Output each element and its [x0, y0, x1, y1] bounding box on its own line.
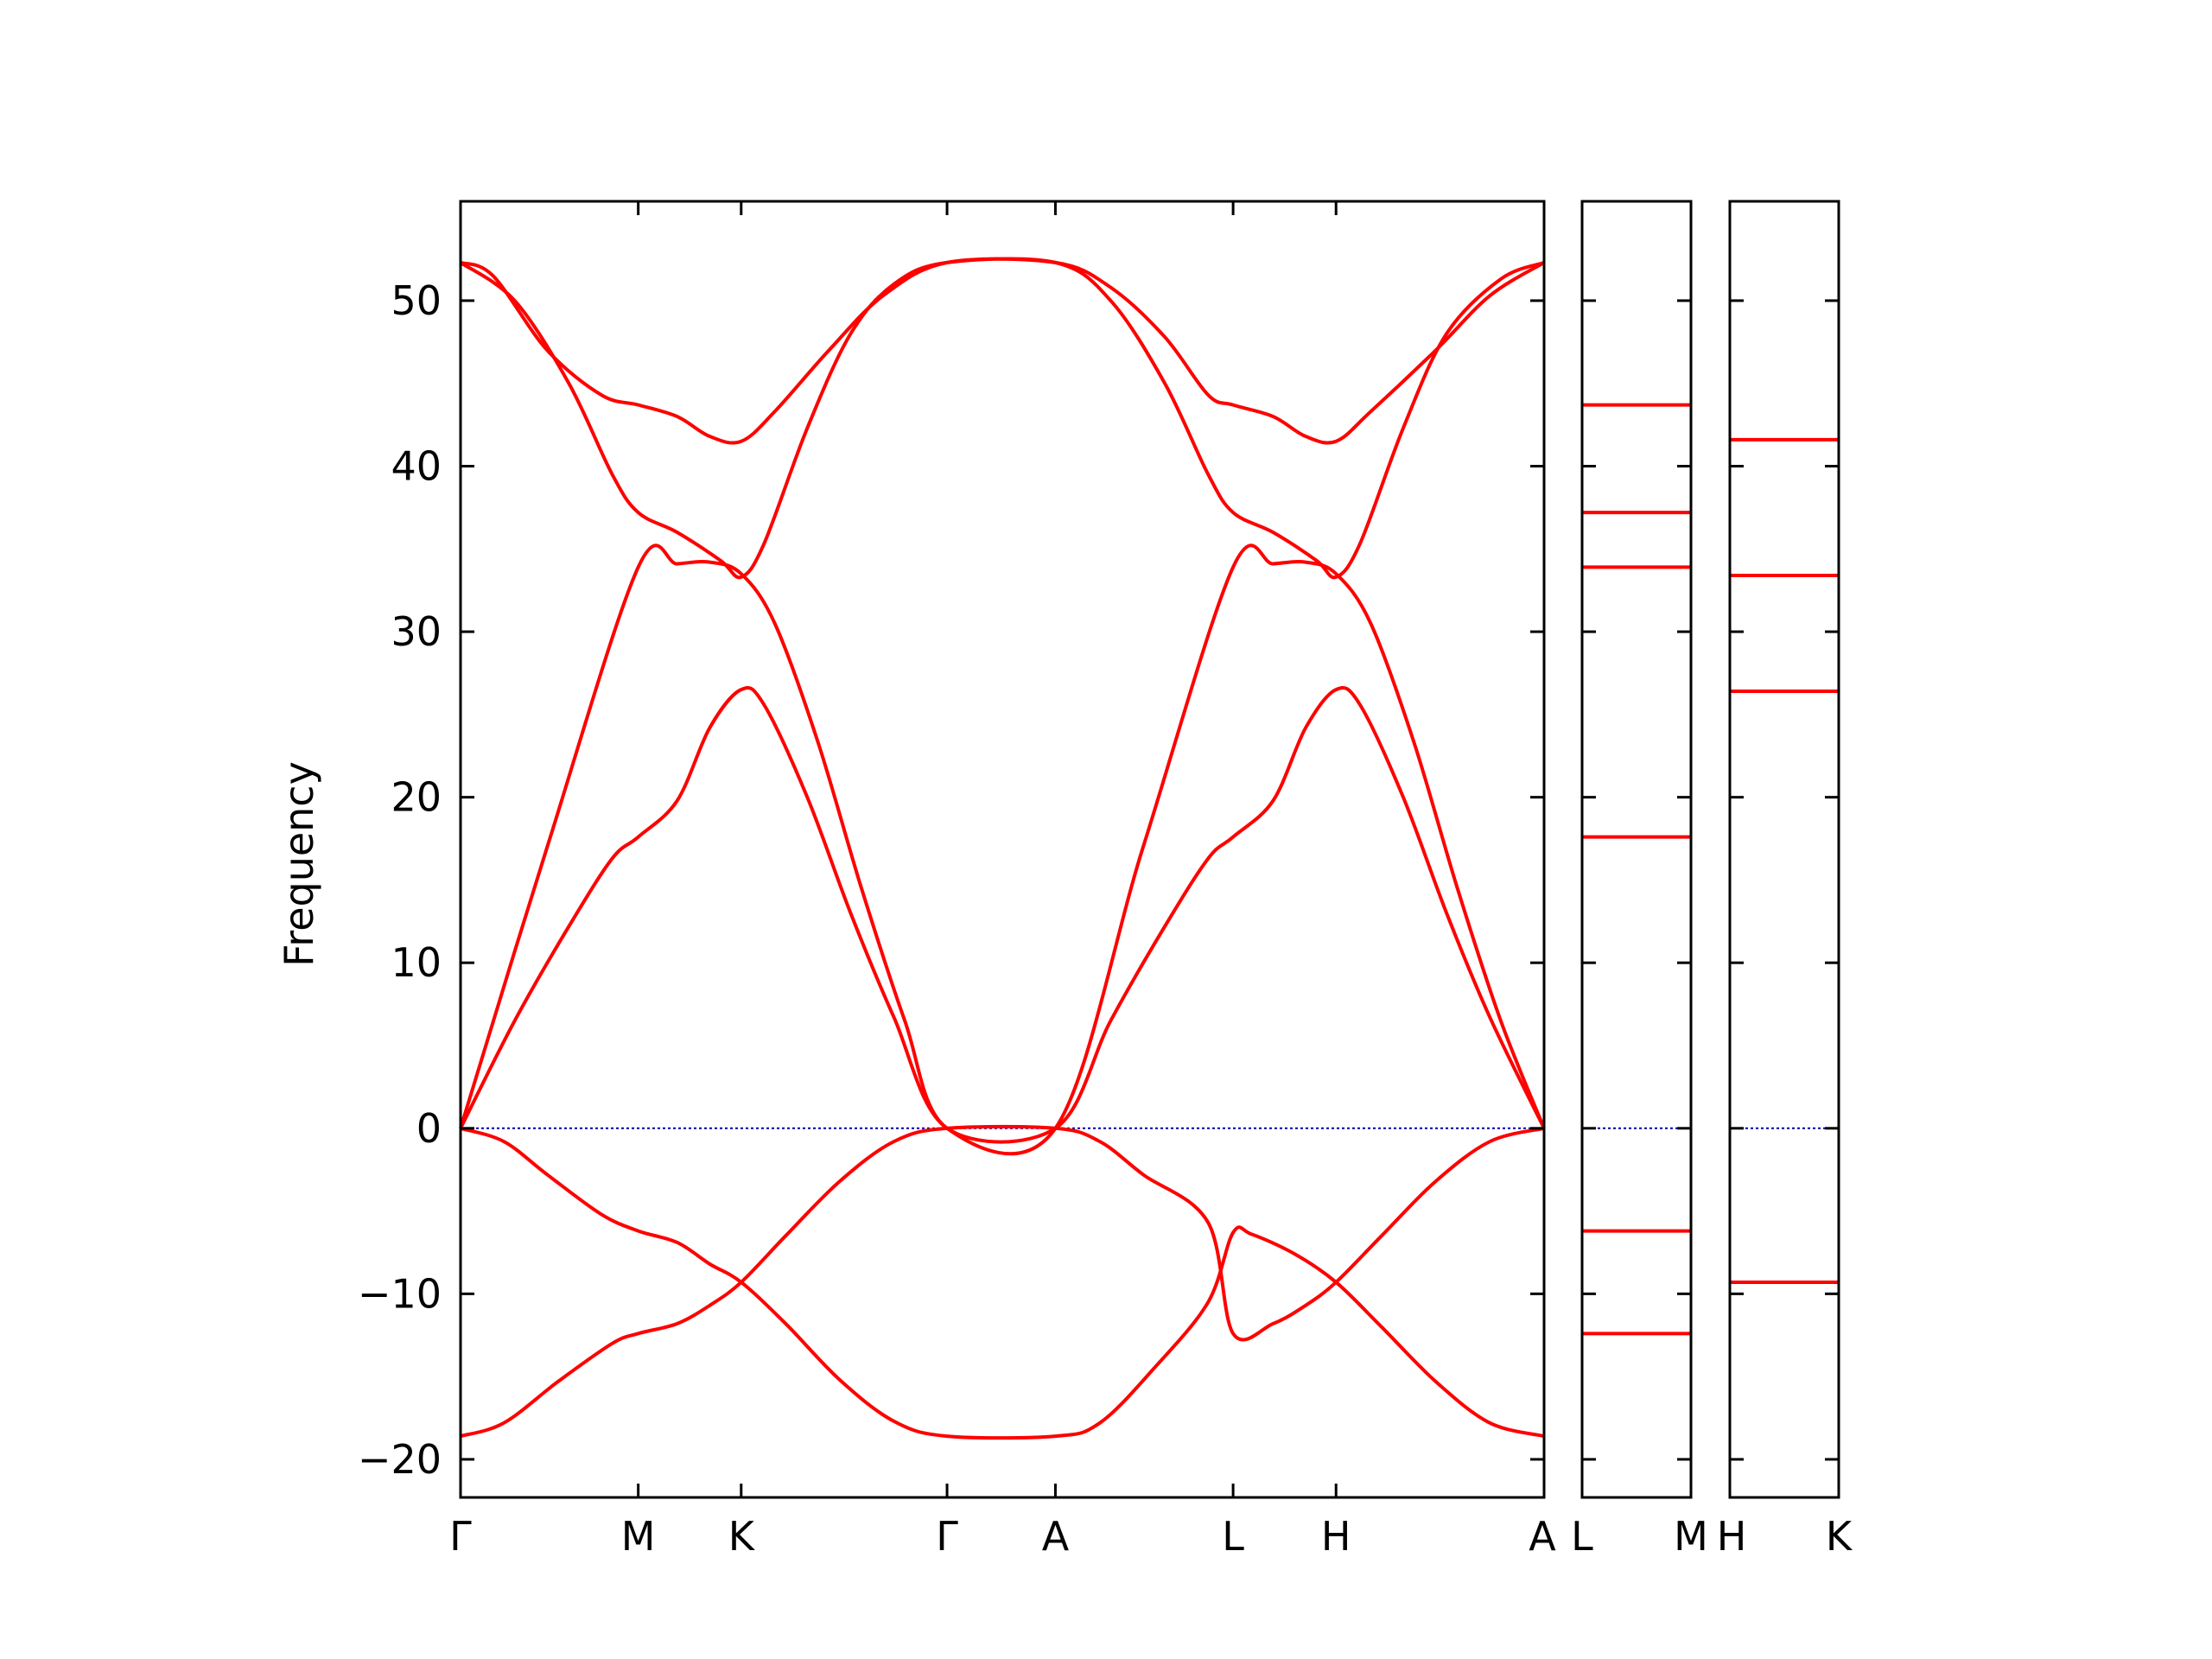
band-line-4 [459, 686, 1546, 1144]
band-line-3 [459, 543, 1546, 1156]
band-panel-l-m: L M [1571, 200, 1708, 1560]
x-tick-label: M [621, 1513, 656, 1560]
band-line-5 [460, 1126, 1545, 1440]
y-tick-label: 30 [391, 608, 442, 655]
x-tick-label: K [728, 1513, 756, 1560]
x-tick-label: A [1042, 1513, 1070, 1560]
x-tick-label-k: K [1826, 1513, 1853, 1560]
y-ticks-l-m [1582, 299, 1691, 1461]
band-panel-h-k: H K [1717, 200, 1853, 1560]
y-tick-label: 40 [391, 443, 442, 490]
y-axis-label: Frequency [276, 761, 322, 967]
y-ticks-h-k [1730, 299, 1839, 1461]
x-tick-label: H [1321, 1513, 1351, 1560]
y-tick-label: 0 [416, 1105, 442, 1152]
y-tick-label: 50 [391, 277, 442, 324]
band-panel-main: −20 −10 0 10 20 30 40 50 Γ M K Γ A L H A [358, 200, 1556, 1560]
y-tick-label: 20 [391, 774, 442, 821]
band-line-6 [460, 1124, 1545, 1439]
x-tick-label-m: M [1674, 1513, 1708, 1560]
y-ticks: −20 −10 0 10 20 30 40 50 [358, 277, 1544, 1483]
y-tick-label: −20 [358, 1436, 442, 1483]
band-lines-l-m [1582, 403, 1691, 1336]
x-tick-label: L [1222, 1513, 1244, 1560]
x-tick-label: A [1529, 1513, 1556, 1560]
panel-h-k-frame [1728, 200, 1840, 1499]
band-line-2 [459, 257, 1545, 580]
x-tick-label-h: H [1717, 1513, 1747, 1560]
panel-l-m-frame [1580, 200, 1693, 1499]
band-lines [459, 257, 1546, 1440]
y-tick-label: −10 [358, 1270, 442, 1317]
x-tick-label: Γ [449, 1513, 472, 1560]
x-tick-label-l: L [1571, 1513, 1593, 1560]
x-tick-label: Γ [936, 1513, 958, 1560]
panel-main-frame [459, 200, 1546, 1499]
band-lines-h-k [1730, 437, 1839, 1284]
y-tick-label: 10 [391, 939, 442, 986]
